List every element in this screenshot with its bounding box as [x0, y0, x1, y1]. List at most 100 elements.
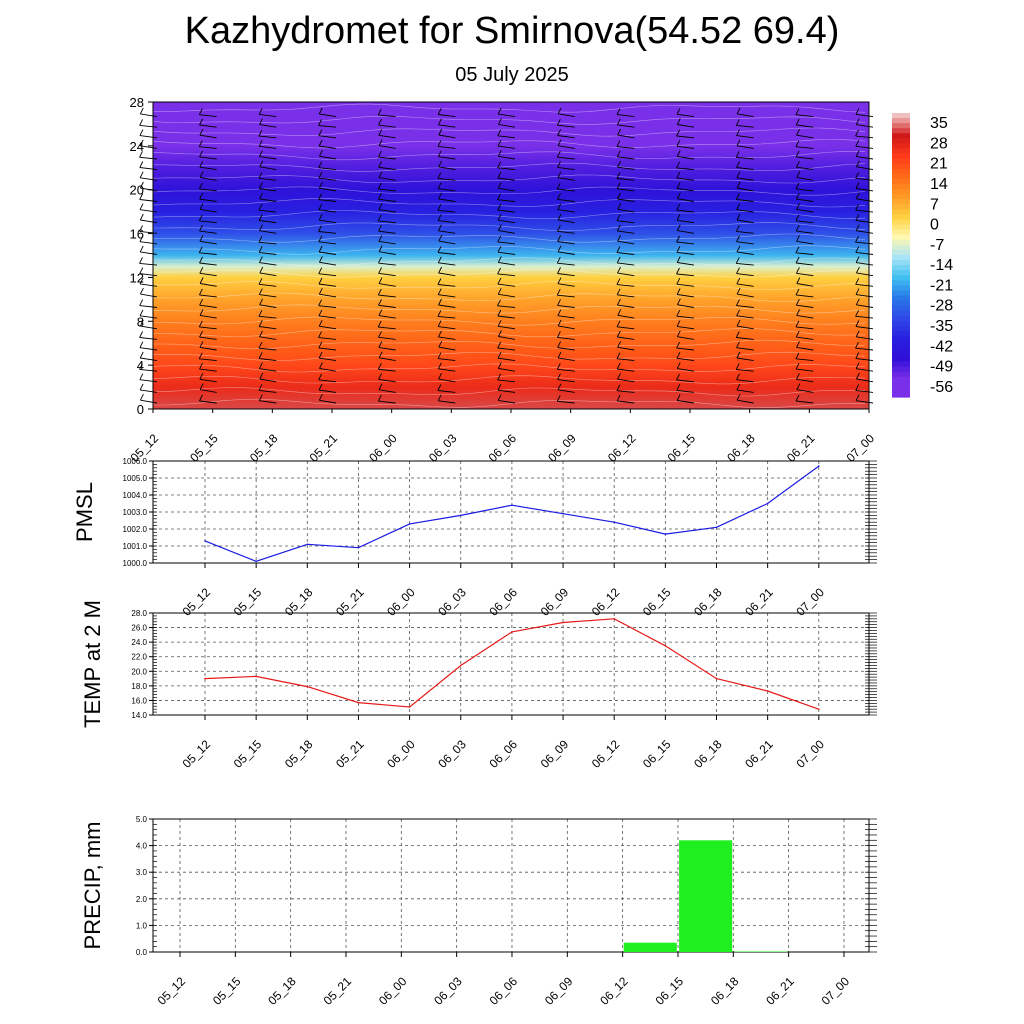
wind-barb — [378, 309, 396, 319]
wind-barb — [258, 310, 277, 319]
pmsl-point — [766, 502, 769, 505]
wind-barb — [557, 267, 575, 277]
wind-barb — [258, 246, 277, 255]
y-tick-label: 1000.0 — [123, 559, 148, 568]
wind-barb — [795, 394, 814, 404]
contour-line — [152, 387, 866, 397]
wind-barb — [199, 256, 217, 266]
x-tick-label: 07_00 — [844, 431, 878, 465]
colorbar — [892, 113, 910, 398]
x-tick-label: 05_15 — [210, 974, 244, 1008]
temp-2m-ylabel: TEMP at 2 M — [80, 600, 105, 728]
wind-barb — [676, 118, 695, 128]
pmsl-point — [306, 543, 309, 546]
temp-2m-point — [459, 664, 462, 667]
y-tick-label: 1005.0 — [123, 474, 148, 483]
wind-barb — [437, 352, 456, 362]
pmsl-point — [357, 546, 360, 549]
wind-barb — [377, 362, 396, 372]
y-tick-label: 8 — [137, 314, 144, 329]
wind-barb — [736, 107, 754, 118]
colorbar-cell — [892, 133, 910, 139]
wind-barb — [258, 129, 277, 139]
wind-barb — [616, 320, 635, 330]
wind-barb — [258, 384, 277, 393]
wind-barb — [438, 128, 456, 139]
wind-barb — [437, 108, 456, 118]
wind-barb — [676, 352, 695, 362]
contour-line — [153, 304, 866, 314]
wind-barb — [556, 363, 575, 372]
wind-barb — [796, 383, 814, 393]
wind-barb — [437, 288, 456, 298]
colorbar-cell — [892, 153, 910, 160]
x-tick-label: 06_21 — [742, 585, 776, 619]
colorbar-cell — [892, 255, 910, 261]
x-tick-label: 06_09 — [545, 431, 579, 465]
colorbar-cell — [892, 366, 910, 373]
wind-barb — [736, 287, 754, 298]
wind-barb — [258, 140, 277, 149]
wind-barb — [617, 234, 635, 245]
contour-line — [152, 268, 866, 278]
wind-barb — [735, 193, 754, 202]
wind-barb — [318, 299, 337, 308]
colorbar-label: -49 — [930, 359, 953, 376]
pmsl-point — [408, 523, 411, 525]
wind-barb — [377, 182, 396, 192]
contour-line — [152, 375, 866, 385]
wind-barb — [676, 277, 695, 287]
colorbar-cell — [892, 295, 910, 302]
wind-barb — [736, 139, 754, 149]
wind-barb — [497, 213, 516, 224]
wind-barb — [377, 256, 396, 266]
wind-barb — [795, 140, 814, 149]
x-tick-label: 06_09 — [538, 585, 572, 619]
wind-barb — [318, 319, 337, 330]
wind-barb — [556, 331, 575, 340]
wind-barb — [736, 161, 754, 171]
y-tick-label: 24.0 — [131, 638, 147, 647]
page-title: Kazhydromet for Smirnova(54.52 69.4) — [184, 10, 840, 52]
wind-barb — [437, 256, 456, 266]
wind-barb — [438, 340, 456, 351]
x-tick-label: 06_15 — [640, 737, 674, 771]
wind-barb — [855, 362, 874, 372]
x-tick-label: 05_15 — [231, 737, 265, 771]
wind-barb — [378, 277, 396, 287]
wind-barb — [497, 171, 516, 181]
colorbar-cell — [892, 173, 910, 180]
wind-barb — [617, 128, 635, 139]
wind-barb — [676, 341, 695, 351]
wind-barb — [795, 192, 814, 202]
wind-barb — [616, 278, 635, 287]
wind-barb — [676, 129, 695, 139]
x-tick-label: 06_12 — [589, 585, 623, 619]
wind-barb — [676, 384, 695, 393]
wind-barb — [258, 288, 277, 298]
wind-barb — [855, 214, 874, 224]
wind-barb — [736, 129, 754, 139]
wind-barb — [736, 235, 754, 245]
wind-barb — [795, 160, 814, 171]
wind-barb — [139, 139, 158, 149]
wind-barb — [795, 256, 814, 266]
colorbar-cell — [892, 143, 910, 150]
pmsl-point — [818, 465, 820, 467]
y-tick-label: 20.0 — [131, 667, 147, 676]
wind-barb — [795, 362, 814, 372]
x-tick-label: 06_09 — [542, 974, 576, 1008]
wind-barb — [855, 235, 874, 245]
colorbar-cell — [892, 346, 910, 352]
wind-barb — [616, 246, 635, 255]
colorbar-cell — [892, 391, 910, 398]
wind-barb — [616, 172, 635, 181]
x-tick-label: 06_21 — [763, 974, 797, 1008]
temp-2m-point — [306, 685, 309, 688]
colorbar-cell — [892, 168, 910, 175]
wind-barb — [557, 235, 575, 245]
wind-barb — [199, 171, 217, 181]
wind-barb — [497, 161, 516, 171]
wind-barb — [258, 362, 277, 372]
